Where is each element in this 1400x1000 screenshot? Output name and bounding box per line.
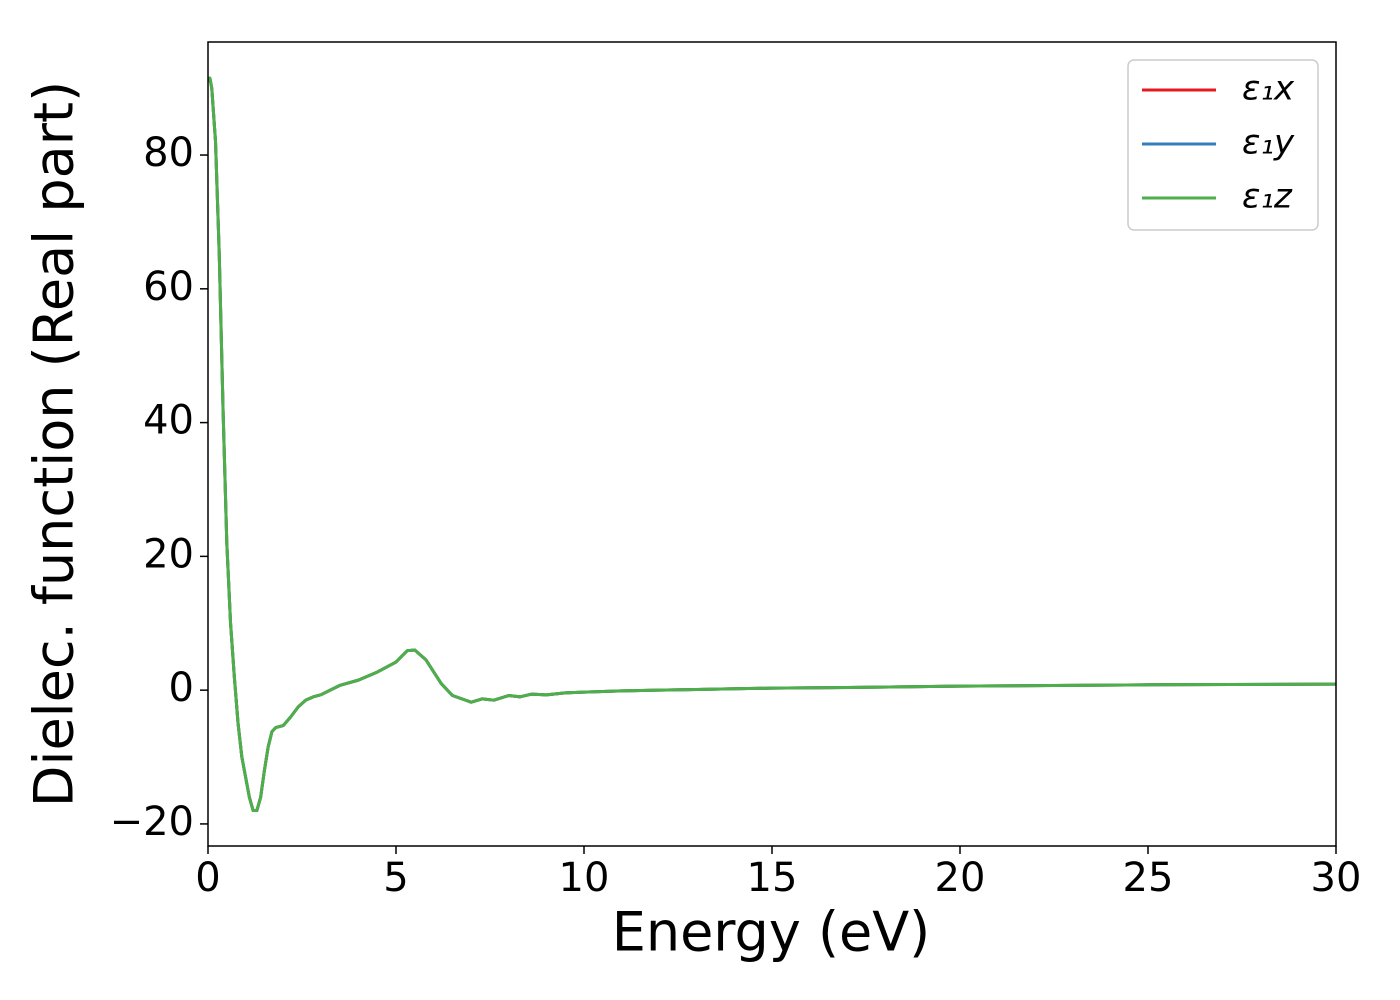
x-tick-label: 10 [559,855,610,901]
x-axis-label: Energy (eV) [612,901,931,964]
y-tick-label: 80 [143,130,194,176]
x-tick-label: 0 [195,855,220,901]
legend-label: ε₁y [1242,123,1295,163]
y-tick-label: 60 [143,264,194,310]
x-tick-label: 25 [1123,855,1174,901]
x-tick-label: 5 [383,855,408,901]
legend-label: ε₁x [1242,69,1295,109]
y-tick-label: 40 [143,398,194,444]
y-tick-label: −20 [110,799,194,845]
data-line [208,76,1336,813]
x-tick-label: 15 [747,855,798,901]
legend-label: ε₁z [1242,177,1293,217]
legend-box [1127,59,1319,231]
y-tick-label: 20 [143,531,194,577]
plot-frame [207,41,1337,847]
x-tick-label: 30 [1311,855,1362,901]
x-tick-label: 20 [935,855,986,901]
y-axis-label: Dielec. function (Real part) [23,81,86,807]
y-tick-label: 0 [169,665,194,711]
